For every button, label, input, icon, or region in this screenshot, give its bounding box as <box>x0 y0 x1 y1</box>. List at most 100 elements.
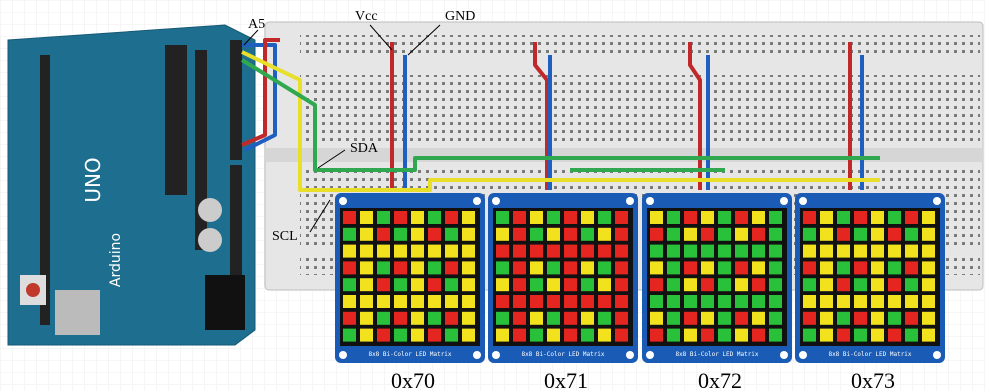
mount-hole <box>339 197 347 205</box>
led <box>411 211 424 224</box>
led <box>667 295 680 308</box>
led <box>820 295 833 308</box>
led <box>871 261 884 274</box>
led <box>803 329 816 342</box>
mount-hole <box>473 197 481 205</box>
led <box>377 211 390 224</box>
matrix-address: 0x72 <box>698 368 742 391</box>
mount-hole <box>780 351 788 359</box>
led <box>888 295 901 308</box>
led <box>513 245 526 258</box>
led <box>803 295 816 308</box>
led <box>650 211 663 224</box>
led <box>820 261 833 274</box>
led <box>513 228 526 241</box>
led <box>598 278 611 291</box>
led <box>922 329 935 342</box>
led <box>854 245 867 258</box>
led <box>581 245 594 258</box>
led <box>854 211 867 224</box>
led <box>598 329 611 342</box>
led <box>547 228 560 241</box>
led <box>650 278 663 291</box>
led <box>667 312 680 325</box>
matrix-caption: 8x8 Bi-Color LED Matrix <box>828 351 911 358</box>
led <box>343 245 356 258</box>
led-matrix: 8x8 Bi-Color LED Matrix0x70 <box>335 193 485 391</box>
led <box>769 261 782 274</box>
label-gnd: GND <box>445 9 475 24</box>
led <box>377 295 390 308</box>
matrix-address: 0x71 <box>544 368 588 391</box>
led <box>598 245 611 258</box>
mount-hole <box>646 197 654 205</box>
led <box>735 312 748 325</box>
led <box>411 278 424 291</box>
led <box>735 261 748 274</box>
led <box>513 211 526 224</box>
led <box>803 261 816 274</box>
led <box>837 245 850 258</box>
led <box>735 295 748 308</box>
mount-hole <box>933 351 941 359</box>
led <box>496 261 509 274</box>
led <box>735 228 748 241</box>
led <box>667 211 680 224</box>
led <box>684 312 697 325</box>
led <box>547 312 560 325</box>
led <box>496 211 509 224</box>
led <box>769 295 782 308</box>
led <box>871 245 884 258</box>
led <box>871 312 884 325</box>
diagram: UNO Arduino A5 Vcc GND SDA SCL 8x8 Bi-Co… <box>0 0 985 391</box>
led <box>564 329 577 342</box>
mount-hole <box>780 197 788 205</box>
led <box>769 228 782 241</box>
led <box>922 245 935 258</box>
led <box>769 312 782 325</box>
led <box>496 228 509 241</box>
led <box>905 245 918 258</box>
led <box>462 295 475 308</box>
led <box>701 228 714 241</box>
led <box>530 278 543 291</box>
led <box>445 278 458 291</box>
led <box>701 329 714 342</box>
led <box>360 295 373 308</box>
led <box>888 329 901 342</box>
led <box>905 228 918 241</box>
led <box>769 278 782 291</box>
led <box>496 245 509 258</box>
led <box>752 228 765 241</box>
led <box>564 245 577 258</box>
led <box>922 211 935 224</box>
label-sda: SDA <box>350 141 379 156</box>
led <box>718 329 731 342</box>
led <box>922 261 935 274</box>
led <box>581 329 594 342</box>
led <box>547 245 560 258</box>
led <box>871 278 884 291</box>
led <box>888 245 901 258</box>
led <box>598 228 611 241</box>
mount-hole <box>626 351 634 359</box>
led <box>871 211 884 224</box>
led <box>547 278 560 291</box>
led <box>888 278 901 291</box>
led <box>598 261 611 274</box>
led <box>428 278 441 291</box>
mount-hole <box>933 197 941 205</box>
led <box>581 211 594 224</box>
led <box>394 228 407 241</box>
led <box>650 228 663 241</box>
led <box>377 278 390 291</box>
led <box>701 245 714 258</box>
led <box>496 329 509 342</box>
led <box>905 329 918 342</box>
led <box>462 245 475 258</box>
led <box>718 261 731 274</box>
led <box>615 329 628 342</box>
led <box>837 312 850 325</box>
led <box>581 278 594 291</box>
